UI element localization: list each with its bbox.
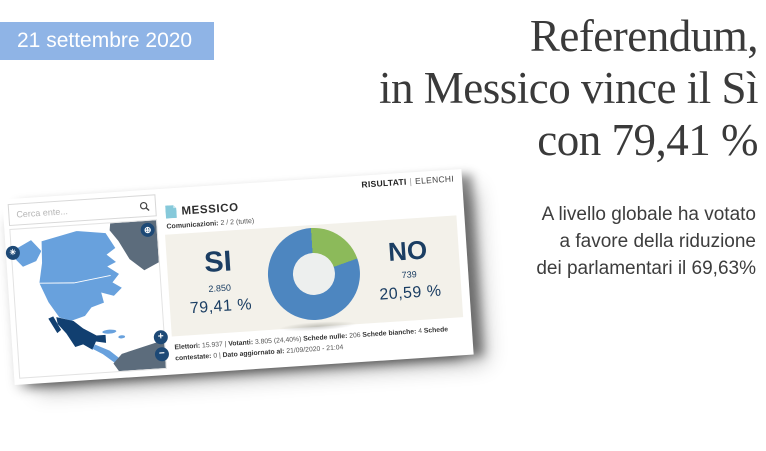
- headline-line-1: Referendum,: [529, 11, 759, 61]
- map-mexico: [56, 317, 107, 350]
- donut-chart-wrap: [265, 225, 363, 334]
- subheadline-line-2: a favore della riduzione: [559, 231, 756, 252]
- stat-schede-nulle: Schede nulle: 206: [303, 331, 363, 343]
- date-badge: 21 settembre 2020: [0, 22, 215, 60]
- north-america-map[interactable]: ⊕ ✳ + −: [5, 219, 170, 379]
- no-column: NO 739 20,59 %: [372, 233, 446, 304]
- headline: Referendum, in Messico vince il Sì con 7…: [379, 10, 758, 166]
- search-icon[interactable]: [139, 200, 151, 212]
- subheadline-line-1: A livello globale ha votato: [541, 204, 756, 225]
- entity-title: MESSICO: [181, 201, 240, 218]
- headline-line-3: con 79,41 %: [537, 115, 758, 165]
- map-canada-usa: [38, 230, 124, 322]
- tab-elenchi[interactable]: ELENCHI: [414, 173, 455, 187]
- no-label: NO: [387, 233, 429, 267]
- results-box: SI 2.850 79,41 % NO 739 20,59 %: [165, 215, 464, 337]
- map-south-america: [113, 340, 166, 372]
- communications-label: Comunicazioni:: [166, 220, 219, 231]
- entity-header: MESSICO: [165, 201, 239, 219]
- map-panel: ⊕ ✳ + −: [5, 194, 170, 379]
- headline-line-2: in Messico vince il Sì: [379, 63, 758, 113]
- yes-label: SI: [203, 245, 233, 280]
- stat-schede-bianche: Schede bianche: 4: [362, 327, 425, 339]
- yes-percent: 79,41 %: [189, 296, 253, 318]
- entity-search-box[interactable]: [7, 194, 157, 227]
- map-central-america: [92, 344, 120, 364]
- document-icon: [165, 205, 177, 219]
- dashboard-screenshot: ⊕ ✳ + − RISULTATI|ELENCHI MESSICO Comuni…: [2, 168, 474, 386]
- search-input[interactable]: [13, 200, 140, 221]
- map-island: [118, 335, 126, 339]
- map-baja: [48, 316, 62, 334]
- dashboard-nav: RISULTATI | ELENCHI: [361, 173, 454, 189]
- nav-divider: |: [409, 176, 413, 187]
- yes-votes: 2.850: [208, 282, 232, 294]
- zoom-out-button[interactable]: −: [154, 346, 170, 362]
- zoom-in-button[interactable]: +: [153, 329, 169, 345]
- map-cuba: [102, 329, 117, 334]
- communications-value: 2 / 2 (tutte): [218, 217, 255, 228]
- subheadline-line-3: dei parlamentari il 69,63%: [536, 258, 756, 279]
- yes-column: SI 2.850 79,41 %: [182, 245, 256, 318]
- subheadline: A livello globale ha votato a favore del…: [536, 201, 756, 282]
- map-alaska: [13, 239, 43, 268]
- no-votes: 739: [401, 268, 418, 280]
- stat-votanti: Votanti: 3.805 (24,40%): [228, 335, 304, 348]
- stat-elettori: Elettori: 15.937 |: [174, 340, 229, 352]
- map-svg: [13, 220, 166, 372]
- map-border-line: [38, 274, 111, 284]
- tab-risultati[interactable]: RISULTATI: [361, 176, 407, 190]
- no-percent: 20,59 %: [378, 282, 443, 304]
